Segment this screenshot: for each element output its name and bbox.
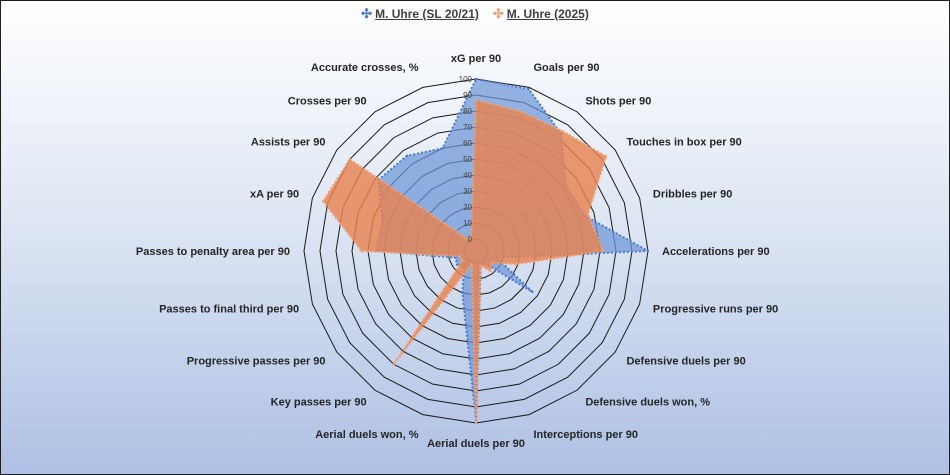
data-point-s2-7 bbox=[490, 261, 494, 264]
data-point-s1-13 bbox=[456, 263, 459, 266]
category-label-15: Passes to penalty area per 90 bbox=[136, 246, 290, 258]
legend: ✣ M. Uhre (SL 20/21) ✣ M. Uhre (2025) bbox=[1, 7, 949, 21]
category-label-4: Dribbles per 90 bbox=[653, 189, 732, 201]
tick-label-9: 90 bbox=[463, 91, 472, 100]
legend-item-series-2[interactable]: ✣ M. Uhre (2025) bbox=[493, 7, 589, 21]
data-point-s1-1 bbox=[527, 87, 530, 91]
category-label-11: Aerial duels won, % bbox=[315, 429, 419, 441]
data-point-s2-6 bbox=[515, 262, 518, 266]
category-label-10: Aerial duels per 90 bbox=[427, 438, 525, 450]
data-point-s2-5 bbox=[602, 249, 605, 253]
data-point-s1-5 bbox=[646, 249, 650, 253]
data-point-s1-14 bbox=[454, 256, 457, 259]
data-point-s1-18 bbox=[405, 154, 409, 158]
data-point-s2-0 bbox=[474, 98, 478, 102]
category-label-5: Accelerations per 90 bbox=[662, 246, 770, 258]
tick-label-3: 30 bbox=[463, 187, 472, 196]
data-point-s2-14 bbox=[458, 254, 462, 258]
data-point-s2-15 bbox=[360, 249, 363, 253]
data-point-s1-7 bbox=[531, 290, 534, 294]
data-point-s2-18 bbox=[465, 237, 469, 240]
category-label-16: xA per 90 bbox=[250, 189, 299, 201]
category-label-17: Assists per 90 bbox=[251, 137, 326, 149]
tick-label-2: 20 bbox=[463, 203, 472, 212]
tick-label-0: 0 bbox=[468, 235, 473, 244]
category-label-14: Passes to final third per 90 bbox=[159, 303, 299, 315]
legend-label-series-1: M. Uhre (SL 20/21) bbox=[375, 7, 479, 21]
category-label-8: Defensive duels won, % bbox=[585, 396, 710, 408]
data-point-s2-3 bbox=[604, 155, 608, 158]
category-label-7: Defensive duels per 90 bbox=[626, 355, 745, 367]
data-point-s2-11 bbox=[470, 262, 473, 266]
data-point-s2-1 bbox=[520, 110, 523, 113]
category-label-13: Progressive passes per 90 bbox=[187, 355, 326, 367]
data-point-s2-10 bbox=[474, 421, 478, 425]
category-label-2: Shots per 90 bbox=[585, 96, 651, 108]
category-label-0: xG per 90 bbox=[451, 53, 501, 65]
data-point-s2-17 bbox=[348, 158, 351, 161]
data-point-s2-13 bbox=[461, 259, 464, 263]
category-label-9: Interceptions per 90 bbox=[533, 429, 638, 441]
data-point-s2-4 bbox=[586, 213, 590, 216]
legend-marker-series-1-icon: ✣ bbox=[361, 6, 373, 21]
tick-label-10: 100 bbox=[459, 75, 473, 84]
data-point-s2-8 bbox=[489, 269, 492, 273]
tick-label-6: 60 bbox=[463, 139, 472, 148]
data-point-s2-9 bbox=[479, 264, 482, 267]
data-point-s1-19 bbox=[441, 147, 444, 150]
data-point-s2-12 bbox=[392, 363, 395, 366]
category-label-18: Crosses per 90 bbox=[288, 96, 367, 108]
data-point-s2-19 bbox=[470, 235, 473, 238]
legend-marker-series-2-icon: ✣ bbox=[492, 6, 504, 21]
tick-label-8: 80 bbox=[463, 107, 472, 116]
data-point-s1-0 bbox=[474, 77, 478, 81]
tick-label-4: 40 bbox=[463, 171, 472, 180]
legend-label-series-2: M. Uhre (2025) bbox=[506, 7, 589, 21]
category-label-3: Touches in box per 90 bbox=[626, 137, 741, 149]
category-label-1: Goals per 90 bbox=[533, 62, 599, 74]
category-label-6: Progressive runs per 90 bbox=[653, 303, 778, 315]
tick-label-1: 10 bbox=[463, 219, 472, 228]
legend-item-series-1[interactable]: ✣ M. Uhre (SL 20/21) bbox=[361, 7, 479, 21]
tick-label-5: 50 bbox=[463, 155, 472, 164]
data-point-s2-2 bbox=[561, 130, 565, 133]
data-point-s2-16 bbox=[321, 200, 325, 203]
category-label-19: Accurate crosses, % bbox=[311, 62, 419, 74]
tick-label-7: 70 bbox=[463, 123, 472, 132]
category-label-12: Key passes per 90 bbox=[271, 396, 367, 408]
data-point-s1-11 bbox=[461, 291, 464, 295]
